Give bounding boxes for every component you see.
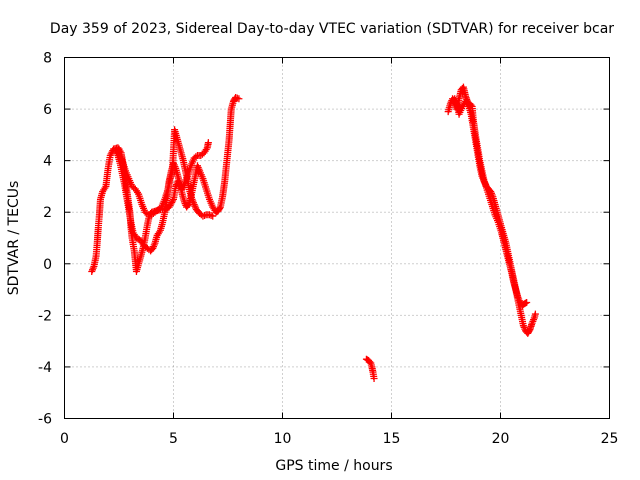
y-tick-label: -2 xyxy=(38,308,52,324)
y-tick-label: 0 xyxy=(43,257,52,273)
data-point xyxy=(209,212,217,220)
data-point xyxy=(192,153,200,161)
data-point xyxy=(184,202,192,210)
x-tick-label: 15 xyxy=(383,431,401,447)
x-tick-label: 0 xyxy=(60,431,69,447)
data-point xyxy=(370,375,378,383)
data-point xyxy=(106,151,114,159)
chart-title: Day 359 of 2023, Sidereal Day-to-day VTE… xyxy=(50,21,614,37)
y-tick-labels: -6 -4 -2 0 2 4 6 8 xyxy=(38,51,52,428)
data-point xyxy=(107,150,115,158)
data-point xyxy=(204,139,212,147)
data-point xyxy=(169,197,177,205)
y-tick-label: -4 xyxy=(38,360,52,376)
x-tick-labels: 0 5 10 15 20 25 xyxy=(60,431,618,447)
x-axis-label: GPS time / hours xyxy=(275,458,392,474)
x-tick-label: 25 xyxy=(601,431,619,447)
data-point xyxy=(531,310,539,318)
y-tick-label: 6 xyxy=(43,102,52,118)
y-tick-label: 8 xyxy=(43,51,52,67)
series-arc-f xyxy=(451,95,531,309)
data-point xyxy=(366,358,374,366)
data-point xyxy=(216,204,224,212)
grid-lines xyxy=(64,57,610,419)
x-tick-label: 5 xyxy=(169,431,178,447)
y-tick-label: 4 xyxy=(43,154,52,170)
series-arc-d xyxy=(362,355,378,383)
data-points xyxy=(88,83,539,383)
y-tick-label: 2 xyxy=(43,205,52,221)
x-tick-label: 20 xyxy=(492,431,510,447)
series-arc-c xyxy=(115,126,217,220)
data-point xyxy=(235,95,243,103)
data-point xyxy=(143,210,151,218)
plot-frame xyxy=(64,57,610,419)
data-point xyxy=(523,298,531,306)
x-tick-label: 10 xyxy=(274,431,292,447)
y-axis-label: SDTVAR / TECUs xyxy=(6,181,22,296)
y-tick-label: -6 xyxy=(38,412,52,428)
